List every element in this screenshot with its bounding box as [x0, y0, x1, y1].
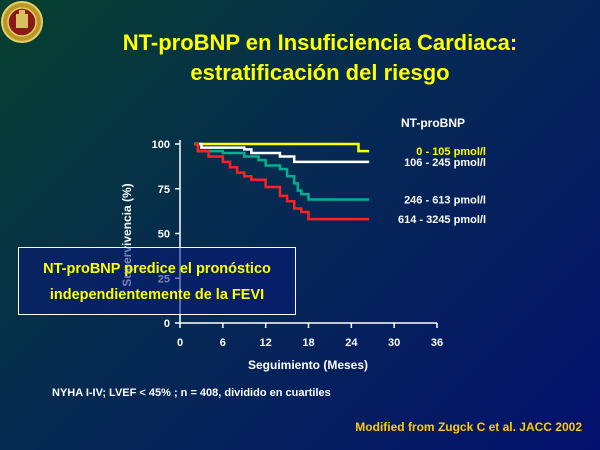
- x-tick-label: 24: [345, 337, 358, 349]
- legend-entry-2: 106 - 245 pmol/l: [404, 157, 486, 169]
- series-line-1: [194, 142, 370, 153]
- slide-title-line2: estratificación del riesgo: [190, 60, 450, 85]
- callout-line1: NT-proBNP predice el pronóstico: [43, 261, 271, 277]
- x-tick-label: 18: [302, 337, 314, 349]
- y-tick-label: 100: [152, 139, 170, 151]
- series-line-3: [194, 142, 370, 201]
- series-line-2: [194, 142, 370, 164]
- x-tick-label: 0: [177, 337, 183, 349]
- legend-title: NT-proBNP: [401, 116, 465, 130]
- y-tick-label: 50: [158, 229, 170, 241]
- y-tick-label: 75: [158, 184, 170, 196]
- slide-title-line1: NT-proBNP en Insuficiencia Cardiaca:: [122, 30, 518, 55]
- callout-box: NT-proBNP predice el pronóstico independ…: [18, 247, 296, 315]
- x-tick-label: 6: [220, 337, 226, 349]
- legend-entry-1: 0 - 105 pmol/l: [416, 146, 486, 158]
- university-seal-logo: [1, 1, 43, 43]
- legend-entry-3: 246 - 613 pmol/l: [404, 194, 486, 206]
- x-tick-label: 30: [388, 337, 400, 349]
- x-tick-label: 36: [431, 337, 443, 349]
- legend-entry-4: 614 - 3245 pmol/l: [398, 214, 486, 226]
- study-note: NYHA I-IV; LVEF < 45% ; n = 408, dividid…: [52, 387, 331, 399]
- x-tick-label: 12: [260, 337, 272, 349]
- x-axis-label: Seguimiento (Meses): [248, 358, 368, 372]
- callout-line2: independientemente de la FEVI: [49, 287, 265, 303]
- source-credit: Modified from Zugck C et al. JACC 2002: [355, 420, 582, 434]
- series-line-4: [194, 142, 370, 221]
- y-tick-label: 0: [164, 318, 170, 330]
